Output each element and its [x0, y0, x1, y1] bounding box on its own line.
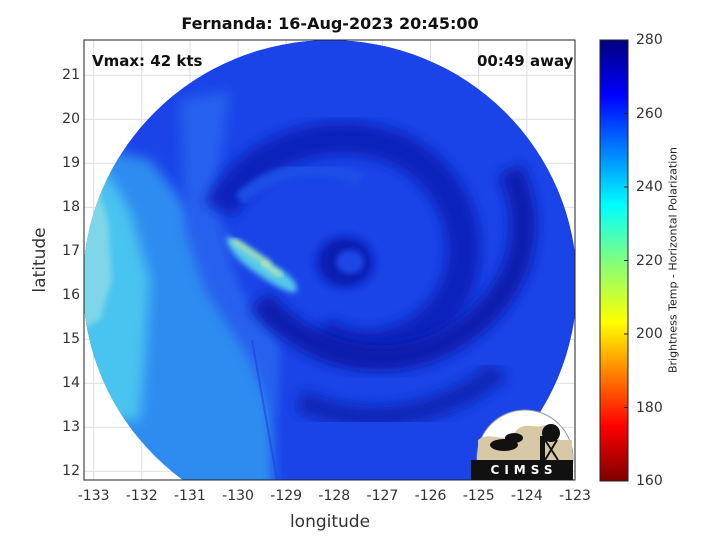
- colorbar-label: Brightness Temp - Horizontal Polarizatio…: [666, 147, 680, 373]
- x-tick-label: -129: [270, 488, 303, 504]
- y-tick-label: 19: [62, 155, 80, 172]
- y-tick-label: 15: [62, 331, 80, 348]
- y-tick-label: 18: [62, 199, 80, 216]
- vmax-annotation: Vmax: 42 kts: [92, 52, 203, 70]
- colorbar-tick-label: 180: [636, 399, 663, 416]
- y-tick-label: 16: [62, 287, 80, 304]
- x-tick-label: -124: [510, 488, 543, 504]
- colorbar: [599, 39, 629, 482]
- x-tick-label: -126: [414, 488, 447, 504]
- colorbar-tick-label: 280: [636, 32, 663, 48]
- x-tick-label: -127: [366, 488, 399, 504]
- x-tick-label: -123: [559, 488, 591, 504]
- colorbar-tick-label: 200: [636, 326, 663, 342]
- cimss-logo-text: CIMSS: [490, 463, 558, 477]
- y-tick-label: 17: [62, 243, 80, 260]
- colorbar-tick-label: 160: [636, 473, 663, 489]
- x-tick-label: -132: [125, 488, 158, 504]
- y-tick-label: 12: [62, 463, 80, 480]
- y-tick-label: 20: [62, 111, 80, 128]
- x-tick-label: -133: [77, 488, 110, 504]
- y-tick-label: 21: [62, 67, 80, 84]
- colorbar-tick-label: 260: [636, 105, 663, 122]
- x-tick-label: -130: [222, 488, 254, 504]
- map-title: Fernanda: 16-Aug-2023 20:45:00: [181, 14, 479, 33]
- y-tick-label: 13: [62, 419, 80, 436]
- cimss-logo: [471, 409, 574, 480]
- colorbar-tick-label: 220: [636, 252, 663, 269]
- x-tick-label: -128: [318, 488, 351, 504]
- axes-frame: [83, 39, 576, 481]
- x-axis-label: longitude: [289, 512, 371, 532]
- y-tick-label: 14: [62, 375, 80, 392]
- x-tick-label: -131: [174, 488, 206, 504]
- y-axis-label: latitude: [30, 227, 50, 293]
- time-offset-annotation: 00:49 away: [477, 52, 574, 70]
- colorbar-ticks: [624, 39, 628, 482]
- colorbar-tick-label: 240: [636, 179, 663, 195]
- x-tick-label: -125: [462, 488, 495, 504]
